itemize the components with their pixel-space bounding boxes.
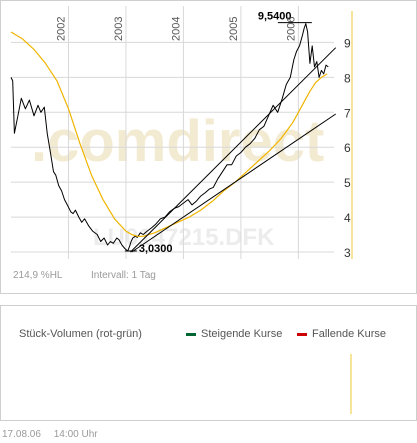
high-label: 9,5400: [258, 11, 292, 23]
price-chart: .comdirect LU0147215.DFK 9,5400 3,0300 3 4…: [10, 6, 353, 260]
interval-label: Intervall: 1 Tag: [91, 270, 156, 281]
x-tick-label: 2003: [113, 17, 125, 41]
moving-average-line: [10, 31, 328, 237]
price-chart-panel: .comdirect LU0147215.DFK 9,5400 3,0300 3 4…: [0, 0, 417, 294]
y-tick-label: 4: [344, 211, 351, 225]
legend-down: Fallende Kurse: [297, 328, 386, 340]
y-tick-label: 5: [344, 176, 351, 190]
footer: 17.08.06 14:00 Uhr: [2, 429, 108, 440]
watermark-logo: .comdirect: [31, 109, 324, 174]
volume-last-marker: [350, 354, 352, 414]
y-tick-label: 6: [344, 141, 351, 155]
legend-up-swatch: [186, 332, 196, 336]
x-tick-label: 2004: [170, 17, 182, 41]
legend-down-swatch: [297, 332, 307, 336]
x-tick-label: 2002: [55, 17, 67, 41]
footer-time: 14:00 Uhr: [53, 429, 98, 440]
volume-panel: Stück-Volumen (rot-grün) Steigende Kurse…: [0, 305, 417, 421]
legend-up: Steigende Kurse: [186, 328, 282, 340]
performance-label: 214,9 %HL: [13, 270, 63, 281]
footer-date: 17.08.06: [2, 429, 41, 440]
low-label: 3,0300: [139, 243, 173, 255]
y-tick-label: 8: [344, 71, 351, 85]
x-tick-label: 2006: [285, 17, 297, 41]
volume-title: Stück-Volumen (rot-grün): [19, 328, 142, 340]
y-tick-label: 7: [344, 106, 351, 120]
last-value-marker: [351, 11, 353, 259]
legend-down-label: Fallende Kurse: [312, 328, 386, 340]
y-tick-label: 9: [344, 36, 351, 50]
trendline: [130, 47, 337, 253]
y-tick-label: 3: [344, 246, 351, 260]
price-line: [10, 23, 329, 252]
trendline: [131, 113, 336, 253]
instrument-overlay: LU0147215.DFK: [93, 224, 275, 251]
legend-up-label: Steigende Kurse: [201, 328, 283, 340]
x-tick-label: 2005: [228, 17, 240, 41]
